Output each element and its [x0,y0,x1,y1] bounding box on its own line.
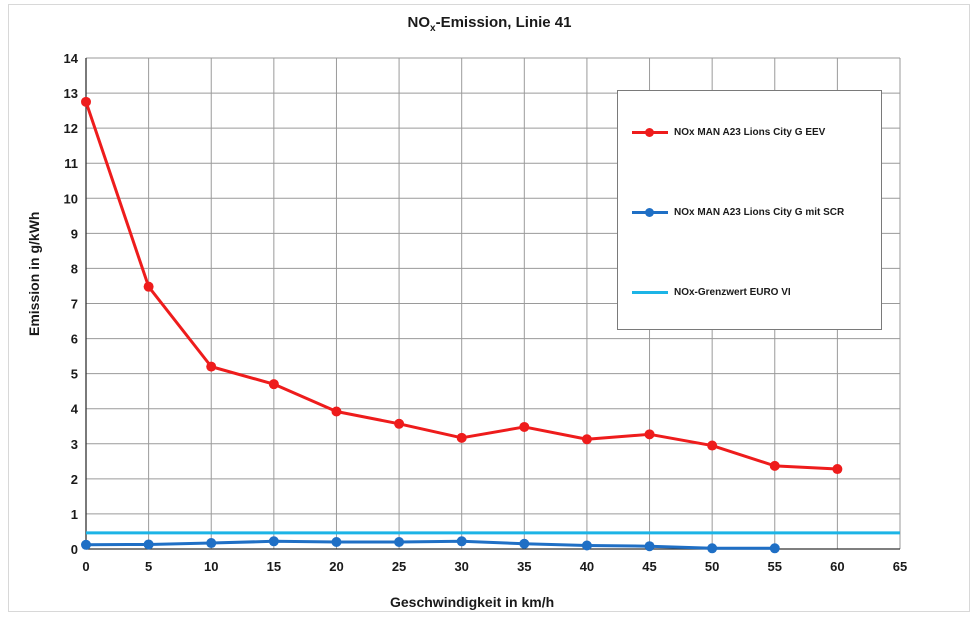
y-tick-label: 14 [64,51,79,66]
data-point-1 [268,536,279,547]
legend-label-scr: NOx MAN A23 Lions City G mit SCR [674,206,845,218]
y-tick-label: 13 [64,86,78,101]
x-tick-label: 35 [517,559,531,574]
y-tick-label: 5 [71,367,78,382]
data-point-1 [81,539,91,550]
y-tick-label: 6 [71,332,78,347]
legend-label-euro-vi: NOx-Grenzwert EURO VI [674,286,791,298]
y-tick-label: 7 [71,297,78,312]
data-point-0 [81,96,91,107]
x-tick-label: 60 [830,559,844,574]
x-tick-label: 25 [392,559,406,574]
legend-swatch-euro-vi [632,285,668,299]
data-point-0 [331,406,342,417]
data-point-1 [143,539,154,550]
legend-swatch-eev [632,125,668,139]
y-tick-label: 1 [71,507,78,522]
x-tick-label: 5 [145,559,152,574]
x-tick-label: 45 [642,559,656,574]
y-axis-title: Emission in g/kWh [26,211,42,336]
y-tick-label: 10 [64,191,78,206]
x-tick-label: 0 [82,559,89,574]
data-point-0 [206,361,217,372]
x-tick-label: 50 [705,559,719,574]
legend-label-eev: NOx MAN A23 Lions City G EEV [674,126,826,138]
y-tick-label: 11 [64,156,78,171]
x-tick-label: 55 [768,559,782,574]
legend-swatch-scr [632,205,668,219]
data-point-0 [519,421,530,432]
data-point-1 [581,540,592,551]
data-point-0 [581,434,592,445]
y-tick-label: 9 [71,226,78,241]
x-tick-label: 40 [580,559,594,574]
chart-legend: NOx MAN A23 Lions City G EEV NOx MAN A23… [617,90,882,330]
data-point-0 [644,429,655,440]
x-axis-title: Geschwindigkeit in km/h [390,594,555,610]
data-point-0 [707,440,718,451]
y-tick-label: 8 [71,261,78,276]
x-tick-label: 30 [454,559,468,574]
x-tick-label: 10 [204,559,218,574]
y-tick-label: 3 [71,437,78,452]
data-point-0 [769,460,780,471]
data-point-1 [769,543,780,554]
data-point-1 [644,541,655,552]
data-point-1 [206,538,217,549]
y-tick-label: 0 [71,542,78,557]
data-point-1 [519,538,530,549]
data-point-0 [456,432,467,443]
legend-item-scr: NOx MAN A23 Lions City G mit SCR [632,205,844,219]
data-point-1 [394,536,405,547]
y-tick-label: 2 [71,472,78,487]
data-point-0 [143,281,154,292]
legend-item-eev: NOx MAN A23 Lions City G EEV [632,125,825,139]
x-tick-label: 15 [267,559,281,574]
data-point-0 [394,418,405,429]
data-point-0 [268,379,279,390]
y-tick-label: 12 [64,121,78,136]
data-point-0 [832,464,843,475]
data-point-1 [331,536,342,547]
series-line-1 [85,539,775,550]
data-point-1 [707,543,718,554]
legend-item-euro-vi: NOx-Grenzwert EURO VI [632,285,791,299]
x-tick-label: 20 [329,559,343,574]
data-point-1 [456,536,467,547]
x-tick-label: 65 [893,559,907,574]
y-tick-label: 4 [71,402,79,417]
chart-title: NOx-Emission, Linie 41 [407,14,572,34]
